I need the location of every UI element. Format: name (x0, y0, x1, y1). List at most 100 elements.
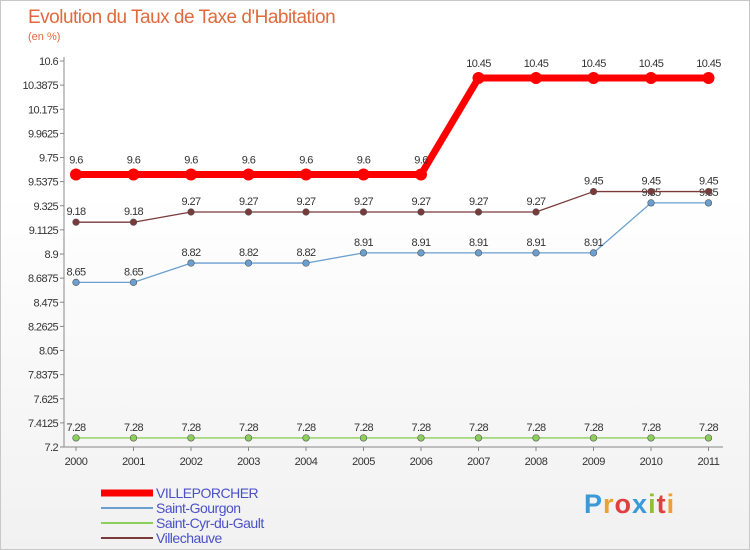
x-tick-label: 2007 (467, 456, 490, 468)
data-label: 7.28 (181, 422, 200, 434)
data-point (300, 168, 312, 181)
data-label: 9.6 (414, 155, 428, 167)
y-tick-label: 8.9 (45, 249, 59, 261)
logo-letter: x (632, 489, 649, 519)
data-point (704, 434, 713, 442)
data-label: 9.6 (242, 155, 256, 167)
x-tick-label: 2009 (582, 456, 605, 468)
y-tick-label: 9.9625 (28, 128, 59, 140)
data-label: 9.18 (124, 206, 143, 218)
data-point (302, 259, 310, 267)
data-label: 9.6 (357, 155, 371, 167)
chart-subtitle: (en %) (28, 31, 61, 43)
x-tick-label: 2003 (237, 456, 260, 468)
data-point (474, 434, 483, 442)
data-label: 9.27 (354, 196, 373, 208)
data-point (589, 249, 598, 257)
legend-label: Saint-Cyr-du-Gault (156, 515, 264, 531)
data-point (72, 434, 80, 442)
data-label: 9.27 (239, 196, 258, 208)
x-tick-label: 2001 (122, 456, 145, 468)
data-point (474, 208, 483, 216)
y-tick-label: 9.1125 (29, 225, 59, 237)
data-label: 9.18 (66, 206, 85, 218)
data-label: 8.82 (181, 247, 200, 259)
data-label: 10.45 (639, 58, 664, 70)
y-tick-label: 9.75 (39, 153, 58, 165)
data-label: 9.45 (641, 176, 660, 188)
y-tick-label: 7.8375 (28, 370, 59, 382)
series-line (76, 74, 709, 179)
logo-letter: t (656, 489, 667, 519)
data-label: 7.28 (699, 422, 718, 434)
data-point (704, 187, 713, 196)
data-label: 7.28 (296, 422, 315, 434)
data-point (242, 168, 255, 181)
logo-letter: P (584, 489, 604, 519)
data-point (187, 259, 195, 267)
data-point (702, 72, 715, 85)
legend-label: Villechauve (156, 530, 223, 546)
data-label: 7.28 (526, 422, 545, 434)
data-point (532, 208, 540, 216)
data-label: 9.27 (411, 196, 430, 208)
data-label: 8.91 (584, 237, 603, 249)
data-label: 7.28 (66, 422, 85, 434)
y-tick-label: 9.325 (33, 201, 58, 213)
y-tick-label: 9.5375 (28, 177, 59, 189)
y-tick-label: 7.4125 (28, 418, 59, 430)
x-tick-label: 2005 (352, 456, 375, 468)
data-label: 8.91 (526, 237, 545, 249)
data-point (185, 168, 197, 181)
data-point (72, 278, 80, 286)
y-tick-label: 8.475 (33, 297, 58, 309)
data-point (244, 208, 253, 216)
legend-label: Saint-Gourgon (156, 500, 241, 516)
y-tick-label: 10.6 (39, 56, 58, 68)
data-point (127, 168, 140, 181)
data-label: 9.6 (299, 155, 313, 167)
data-label: 8.65 (66, 266, 85, 278)
data-point (589, 434, 598, 442)
x-tick-label: 2011 (697, 456, 719, 468)
data-label: 8.91 (411, 237, 430, 249)
data-point (417, 249, 425, 257)
y-tick-label: 7.2 (45, 442, 59, 454)
y-tick-label: 8.2625 (28, 321, 59, 333)
y-tick-label: 8.05 (39, 346, 58, 358)
data-point (72, 218, 80, 226)
x-tick-label: 2002 (180, 456, 203, 468)
data-point (415, 168, 427, 181)
data-point (417, 434, 425, 442)
data-point (302, 208, 310, 216)
data-point (187, 434, 195, 442)
y-tick-label: 8.6875 (28, 273, 59, 285)
x-tick-label: 2004 (295, 456, 318, 468)
data-point (589, 187, 598, 196)
data-label: 8.91 (354, 237, 373, 249)
data-label: 7.28 (584, 422, 603, 434)
data-label: 7.28 (354, 422, 373, 434)
logo-letter: o (614, 489, 633, 519)
data-point (647, 434, 655, 442)
data-label: 10.45 (466, 58, 491, 70)
data-point (417, 208, 425, 216)
x-tick-label: 2008 (525, 456, 548, 468)
data-point (645, 72, 657, 85)
data-label: 7.28 (641, 422, 660, 434)
data-label: 7.28 (469, 422, 488, 434)
data-label: 10.45 (524, 58, 549, 70)
data-label: 9.6 (184, 155, 198, 167)
data-label: 9.27 (469, 196, 488, 208)
data-label: 9.45 (699, 176, 718, 188)
data-label: 9.6 (127, 155, 141, 167)
data-point (70, 168, 82, 181)
x-tick-label: 2010 (640, 456, 663, 468)
data-label: 8.91 (469, 237, 488, 249)
data-point (129, 434, 138, 442)
data-label: 9.45 (584, 176, 603, 188)
x-tick-label: 2006 (410, 456, 433, 468)
data-point (472, 72, 485, 85)
proxiti-logo: Proxiti (584, 489, 675, 520)
data-label: 9.27 (181, 196, 200, 208)
